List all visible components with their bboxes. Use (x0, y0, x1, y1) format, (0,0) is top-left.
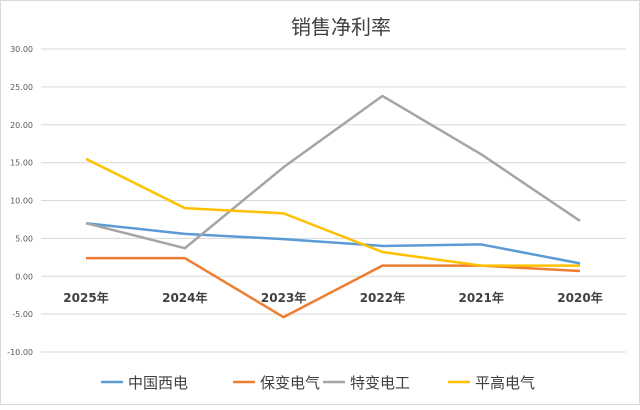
y-tick-label: 0.00 (15, 272, 33, 281)
chart-title: 销售净利率 (291, 15, 391, 39)
legend-label: 保变电气 (260, 374, 320, 392)
y-tick-label: 25.00 (10, 83, 33, 92)
series-line-中国西电 (85, 221, 581, 265)
x-tick-label: 2024年 (162, 290, 207, 305)
x-tick-label: 2025年 (63, 290, 108, 305)
y-tick-label: 10.00 (10, 197, 33, 206)
y-tick-label: -5.00 (12, 310, 33, 319)
x-tick-label: 2020年 (557, 290, 602, 305)
series-line-保变电气 (86, 256, 581, 319)
legend-label: 特变电工 (350, 374, 410, 392)
y-tick-label: 20.00 (10, 121, 33, 130)
y-tick-label: 5.00 (15, 234, 33, 243)
y-tick-label: 15.00 (10, 159, 33, 168)
legend-label: 平高电气 (475, 374, 535, 392)
series-line-特变电工 (85, 94, 581, 250)
series-line-平高电气 (85, 157, 580, 267)
legend-label: 中国西电 (128, 374, 188, 392)
y-tick-label: -10.00 (7, 348, 33, 357)
x-tick-label: 2023年 (261, 290, 306, 305)
y-tick-label: 30.00 (10, 45, 33, 54)
x-tick-label: 2021年 (458, 290, 503, 305)
x-tick-label: 2022年 (360, 290, 405, 305)
